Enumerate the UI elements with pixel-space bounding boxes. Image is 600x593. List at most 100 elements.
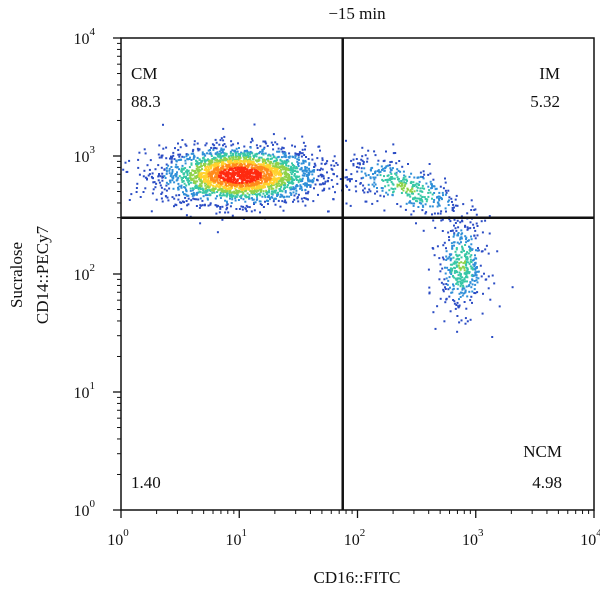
data-point (209, 151, 212, 154)
data-point (316, 168, 319, 171)
data-point (445, 250, 448, 253)
data-point (292, 182, 295, 185)
data-point (256, 173, 259, 176)
data-point (411, 184, 414, 187)
data-point (445, 277, 448, 280)
data-point (406, 193, 409, 196)
data-point (168, 167, 171, 170)
data-point (301, 170, 304, 173)
data-point (196, 142, 199, 145)
data-point (395, 171, 398, 174)
data-point (476, 281, 479, 284)
data-point (219, 206, 222, 208)
data-point (178, 168, 180, 171)
data-point (234, 156, 237, 159)
data-point (204, 187, 207, 190)
data-point (453, 233, 456, 236)
data-point (443, 278, 446, 281)
data-point (203, 175, 206, 177)
data-point (449, 310, 452, 313)
data-point (183, 172, 186, 175)
data-point (211, 191, 214, 194)
data-point (245, 204, 248, 207)
data-point (474, 237, 477, 240)
data-point (210, 174, 213, 177)
data-point (345, 176, 348, 179)
data-point (391, 193, 394, 196)
data-point (262, 148, 265, 150)
data-point (231, 162, 234, 164)
data-point (186, 174, 189, 176)
data-point (468, 272, 471, 275)
data-point (201, 168, 203, 171)
data-point (394, 152, 397, 154)
data-point (277, 162, 280, 165)
data-point (451, 208, 454, 211)
data-point (371, 202, 374, 205)
data-point (475, 267, 477, 269)
data-point (432, 201, 435, 203)
x-tick-label: 103 (462, 527, 484, 549)
data-point (219, 153, 222, 156)
data-point (172, 176, 175, 179)
data-point (452, 284, 455, 287)
data-point (412, 204, 415, 207)
data-point (143, 148, 146, 151)
data-point (474, 229, 477, 232)
data-point (173, 205, 175, 208)
data-point (421, 204, 424, 207)
data-point (433, 254, 436, 257)
data-point (460, 279, 463, 282)
data-point (429, 191, 432, 194)
data-point (300, 197, 303, 200)
data-point (298, 151, 301, 154)
data-point (458, 277, 461, 280)
data-point (184, 167, 187, 170)
data-point (421, 209, 424, 212)
data-point (334, 191, 336, 194)
data-point (264, 169, 267, 171)
data-point (165, 169, 168, 172)
data-point (411, 192, 413, 195)
data-point (228, 157, 231, 159)
data-point (217, 189, 220, 192)
data-point (295, 167, 298, 170)
data-point (184, 186, 187, 189)
data-point (464, 225, 466, 228)
data-point (307, 178, 309, 181)
data-point (161, 191, 164, 194)
data-point (303, 154, 306, 156)
data-point (466, 280, 468, 283)
data-point (217, 166, 220, 169)
data-point (277, 173, 280, 176)
data-point (211, 177, 214, 180)
data-point (251, 193, 254, 196)
data-point (414, 183, 417, 186)
data-point (176, 166, 179, 168)
data-point (302, 160, 305, 163)
data-point (431, 193, 434, 196)
data-point (323, 182, 326, 185)
data-point (359, 182, 362, 184)
data-point (218, 187, 221, 190)
data-point (222, 144, 224, 147)
data-point (267, 163, 270, 166)
data-point (283, 178, 286, 181)
data-point (251, 197, 253, 200)
data-point (249, 156, 252, 159)
data-point (400, 192, 403, 194)
data-point (467, 227, 470, 230)
data-point (263, 178, 266, 181)
data-point (432, 178, 435, 181)
data-point (466, 228, 469, 231)
data-point (264, 179, 267, 182)
data-point (390, 172, 393, 175)
data-point (363, 167, 366, 170)
data-point (221, 155, 223, 158)
data-point (446, 266, 449, 269)
data-point (277, 171, 280, 174)
data-point (465, 241, 468, 244)
data-point (427, 268, 430, 271)
data-point (210, 179, 213, 182)
data-point (220, 167, 223, 170)
